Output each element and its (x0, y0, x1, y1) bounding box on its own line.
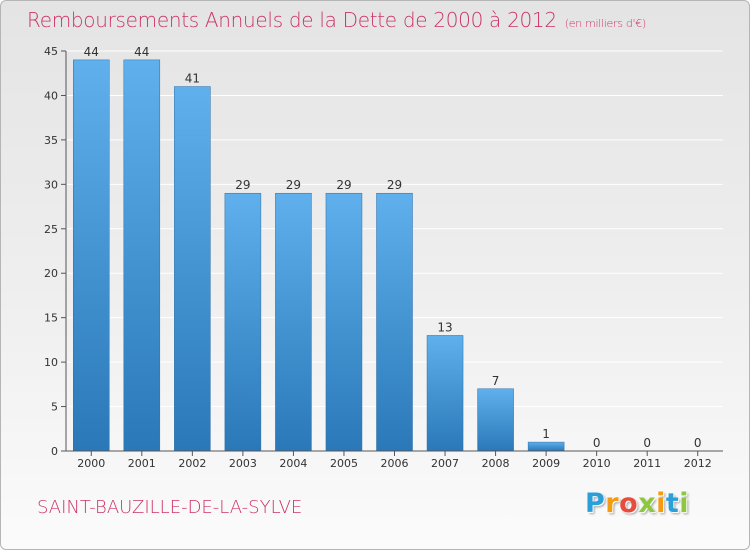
y-tick-label-25: 25 (44, 223, 58, 236)
bar-2001 (123, 59, 161, 452)
x-tick-label-2005: 2005 (330, 457, 358, 470)
logo-letter: i (679, 488, 690, 519)
y-tick-label-10: 10 (44, 356, 58, 369)
data-label-2004: 29 (286, 178, 301, 192)
bar-2000 (73, 59, 110, 452)
bar-2007 (426, 335, 464, 452)
x-tick-label-2008: 2008 (482, 457, 510, 470)
x-tick-label-2000: 2000 (77, 457, 105, 470)
x-tick-label-2001: 2001 (128, 457, 156, 470)
data-label-2008: 7 (492, 374, 500, 388)
y-tick-label-45: 45 (44, 45, 58, 58)
bar-2003 (224, 192, 262, 452)
data-label-2000: 44 (84, 45, 99, 59)
logo-letter: x (638, 488, 657, 519)
x-tick-label-2003: 2003 (229, 457, 257, 470)
y-tick-label-15: 15 (44, 312, 58, 325)
x-tick-label-2004: 2004 (279, 457, 307, 470)
logo-letter: t (665, 488, 680, 519)
data-label-2007: 13 (437, 320, 452, 334)
chart-title-text: Remboursements Annuels de la Dette de 20… (27, 8, 557, 32)
x-tick-label-2006: 2006 (381, 457, 409, 470)
x-tick-label-2007: 2007 (431, 457, 459, 470)
y-tick-label-35: 35 (44, 134, 58, 147)
x-tick-label-2012: 2012 (684, 457, 712, 470)
data-label-2001: 44 (134, 45, 149, 59)
y-tick-label-40: 40 (44, 89, 58, 102)
commune-name: SAINT-BAUZILLE-DE-LA-SYLVE (37, 497, 303, 518)
data-label-2009: 1 (542, 427, 550, 441)
logo-letter: i (656, 488, 666, 519)
x-tick-label-2002: 2002 (178, 457, 206, 470)
data-label-2002: 41 (185, 72, 200, 86)
bar-2009 (527, 441, 565, 452)
bar-2006 (376, 192, 413, 452)
bar-2002 (174, 86, 211, 452)
chart-title: Remboursements Annuels de la Dette de 20… (27, 8, 646, 32)
logo-letter: r (605, 488, 620, 519)
logo-letter: o (619, 488, 639, 519)
logo-letter: P (585, 488, 606, 519)
bar-2008 (477, 388, 514, 452)
chart-unit: (en milliers d'€) (564, 17, 646, 30)
x-tick-label-2011: 2011 (633, 457, 661, 470)
y-tick-label-30: 30 (44, 178, 58, 191)
y-tick-label-0: 0 (51, 445, 58, 458)
y-tick-label-5: 5 (51, 401, 58, 414)
data-label-2003: 29 (235, 178, 250, 192)
data-label-2010: 0 (593, 436, 601, 450)
bar-2005 (325, 192, 363, 452)
data-label-2011: 0 (643, 436, 651, 450)
x-tick-label-2010: 2010 (583, 457, 611, 470)
y-tick-label-20: 20 (44, 267, 58, 280)
data-label-2006: 29 (387, 178, 402, 192)
bar-2004 (275, 192, 312, 452)
data-label-2005: 29 (336, 178, 351, 192)
x-tick-label-2009: 2009 (532, 457, 560, 470)
data-label-2012: 0 (694, 436, 702, 450)
proxiti-logo[interactable]: Proxiti (585, 488, 689, 519)
